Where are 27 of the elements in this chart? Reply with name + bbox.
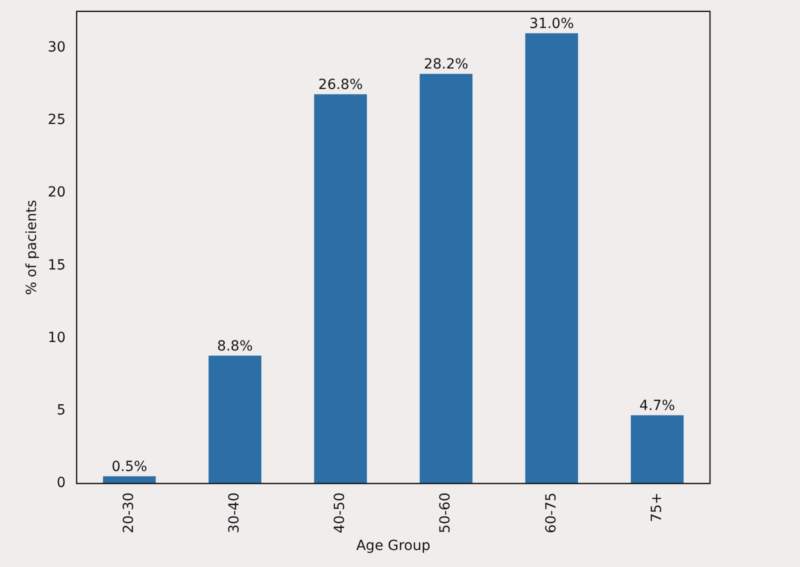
data-label: 26.8% [318,76,363,93]
bar [314,94,367,484]
x-tick-label: 60-75 [543,492,560,534]
x-axis-title: Age Group [356,538,430,554]
data-label: 31.0% [529,16,574,32]
bar [420,74,472,484]
x-tick-label: 20-30 [121,492,138,534]
x-tick-label: 30-40 [226,492,243,534]
y-tick-label: 25 [48,112,66,128]
bar [630,415,684,484]
y-axis-title: % of pacients [24,200,40,295]
x-tick-label: 50-60 [438,492,454,534]
x-tick-label: 40-50 [332,492,348,534]
y-tick-label: 10 [48,330,66,346]
bar [208,356,262,484]
y-tick-label: 0 [56,475,66,492]
data-label: 0.5% [112,458,148,475]
data-label: 28.2% [424,56,468,73]
x-tick-label: 75+ [648,492,665,522]
data-label: 8.8% [217,338,253,354]
y-tick-label: 30 [48,39,66,56]
y-tick-label: 5 [56,402,66,419]
data-label: 4.7% [639,398,676,414]
bar [525,33,578,484]
bar [103,476,156,484]
y-tick-label: 20 [48,184,66,201]
y-tick-label: 15 [48,257,66,274]
